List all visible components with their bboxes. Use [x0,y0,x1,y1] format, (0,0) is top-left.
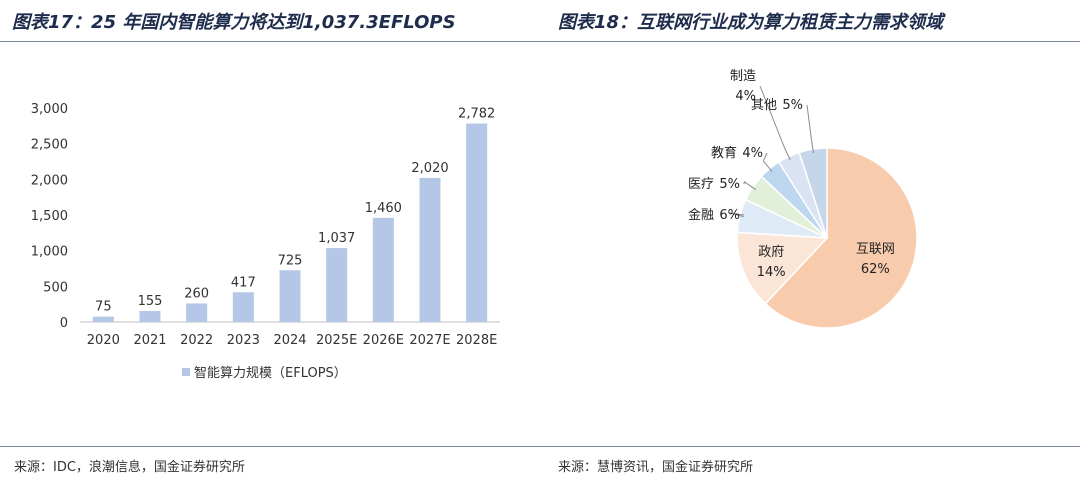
bar [372,217,394,322]
right-source-note: 来源：慧博资讯，国金证券研究所 [558,460,754,475]
pie-value-label: 4% [735,89,756,104]
bar-chart: 0 500 1,000 1,500 2,000 2,500 3,000 75 2020 155 20… [31,102,500,381]
y-tick-label: 3,000 [31,102,68,117]
pie-leader-line [729,212,745,218]
pie-slice [736,231,829,305]
x-tick-label: 2022 [180,333,213,348]
pie-category-label: 金融 [688,207,714,223]
x-tick-label: 2023 [227,333,260,348]
right-chart-title: 图表18：互联网行业成为算力租赁主力需求领域 [558,12,944,33]
bar-data-label: 1,037 [318,231,355,246]
pie-value-label: 6% [719,208,740,223]
bar-data-label: 1,460 [365,201,402,216]
y-tick-label: 0 [60,316,68,331]
pie-category-label: 其他 [751,98,777,113]
x-tick-label: 2020 [87,333,120,348]
y-tick-label: 1,500 [31,209,68,224]
x-tick-label: 2027E [409,333,450,348]
pie-category-label: 政府 [758,245,784,260]
x-tick-label: 2026E [363,333,404,348]
pie-value-label: 4% [742,146,763,161]
x-tick-label: 2024 [273,333,306,348]
pie-leader-line [806,104,814,154]
pie-value-label: 5% [782,98,803,113]
pie-leader-line [762,152,773,173]
legend-label: 智能算力规模（EFLOPS） [194,366,347,381]
pie-value-label: 14% [757,265,786,280]
pie-category-label: 医疗 [688,177,714,192]
x-tick-label: 2028E [456,333,497,348]
pie-slice [764,147,918,329]
bar-data-label: 2,782 [458,107,495,122]
y-tick-label: 500 [43,280,68,295]
bar-data-label: 155 [138,294,163,309]
bar [466,123,488,323]
bar [326,248,348,322]
top-divider [0,41,1080,42]
bar-data-label: 2,020 [411,161,448,176]
pie-value-label: 62% [861,262,890,277]
legend-swatch [182,368,190,376]
x-tick-label: 2021 [133,333,166,348]
bar [279,270,301,322]
bottom-divider [0,446,1080,447]
pie-leader-line [743,180,757,191]
left-chart-title: 图表17：25 年国内智能算力将达到1,037.3EFLOPS [12,12,456,33]
pie-leader-line [759,85,791,161]
bar-data-label: 260 [184,286,209,301]
y-tick-label: 1,000 [31,245,68,260]
pie-value-label: 5% [719,177,740,192]
bar-data-label: 725 [278,253,303,268]
y-tick-label: 2,500 [31,138,68,153]
bar [419,177,441,322]
pie-category-label: 制造 [730,69,756,84]
y-tick-label: 2,000 [31,173,68,188]
bar [232,292,254,322]
pie-category-label: 互联网 [856,242,895,257]
bar [139,310,161,322]
x-tick-label: 2025E [316,333,357,348]
bar-data-label: 75 [95,300,112,315]
bar [186,303,208,322]
bar [92,316,114,322]
bar-data-label: 417 [231,275,256,290]
pie-category-label: 教育 [711,145,737,161]
left-source-note: 来源：IDC，浪潮信息，国金证券研究所 [14,460,245,475]
